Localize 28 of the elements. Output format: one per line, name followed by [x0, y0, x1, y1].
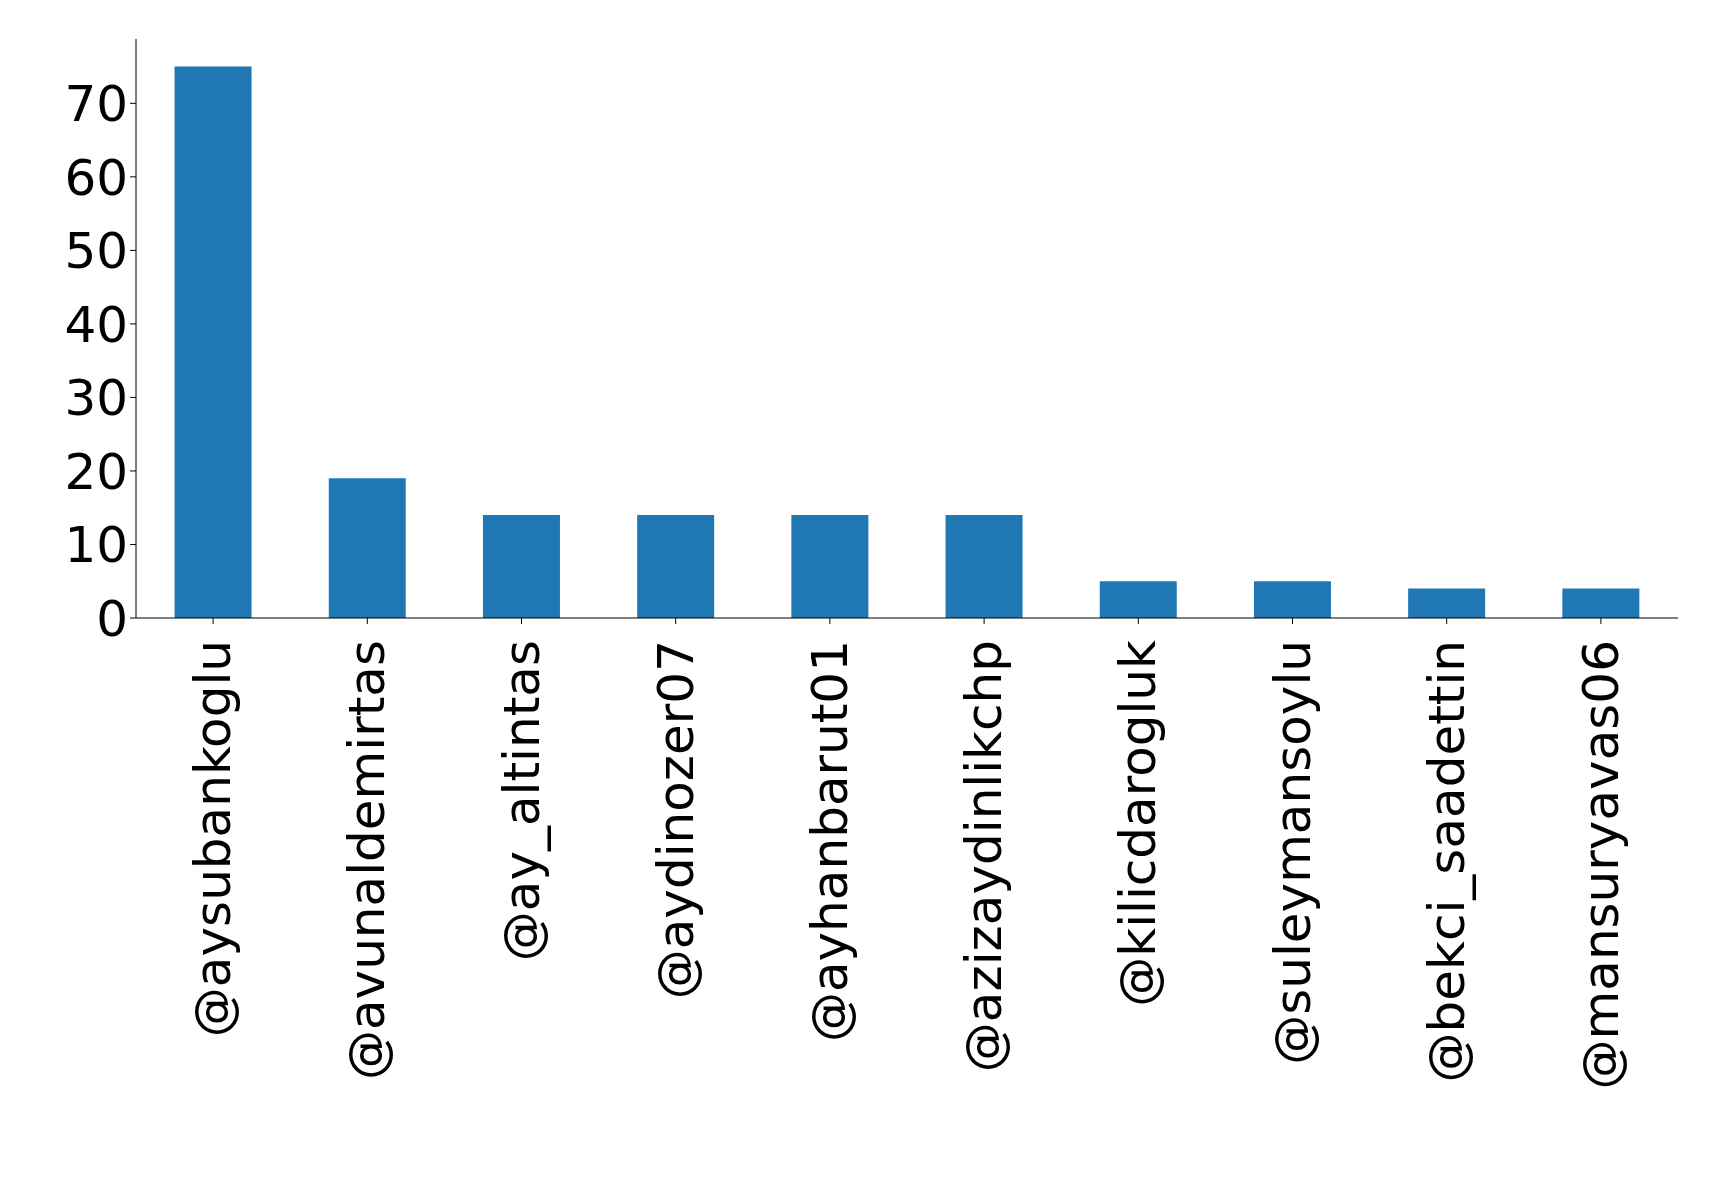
- bar: [1099, 581, 1177, 618]
- x-tick-label: @aysubankoglu: [184, 640, 243, 1038]
- y-tick-label: 10: [64, 516, 128, 575]
- bar: [791, 515, 869, 618]
- x-tick-label: @suleymansoylu: [1263, 640, 1322, 1065]
- x-tick-label: @avunaldemirtas: [338, 640, 397, 1081]
- x-tick-label: @ayhanbarut01: [800, 640, 859, 1043]
- y-tick-label: 20: [64, 442, 128, 501]
- bar: [328, 478, 406, 618]
- bar: [482, 515, 560, 618]
- bar: [1408, 588, 1486, 618]
- bar: [1253, 581, 1331, 618]
- bar: [174, 66, 252, 618]
- y-tick-label: 0: [96, 589, 128, 648]
- bar: [637, 515, 715, 618]
- y-tick-label: 60: [64, 148, 128, 207]
- y-tick-label: 70: [64, 75, 128, 134]
- y-tick-label: 40: [64, 295, 128, 354]
- x-tick-label: @mansuryavas06: [1571, 640, 1630, 1090]
- y-tick-label: 50: [64, 222, 128, 281]
- y-tick-label: 30: [64, 369, 128, 428]
- x-tick-label: @kilicdarogluk: [1109, 639, 1168, 1007]
- bar: [1562, 588, 1640, 618]
- x-tick-label: @ay_altintas: [492, 640, 551, 962]
- x-tick-label: @bekci_saadettin: [1417, 640, 1476, 1083]
- x-tick-label: @aydinozer07: [646, 640, 705, 1000]
- bar: [945, 515, 1023, 618]
- x-tick-label: @azizaydinlikchp: [955, 640, 1014, 1073]
